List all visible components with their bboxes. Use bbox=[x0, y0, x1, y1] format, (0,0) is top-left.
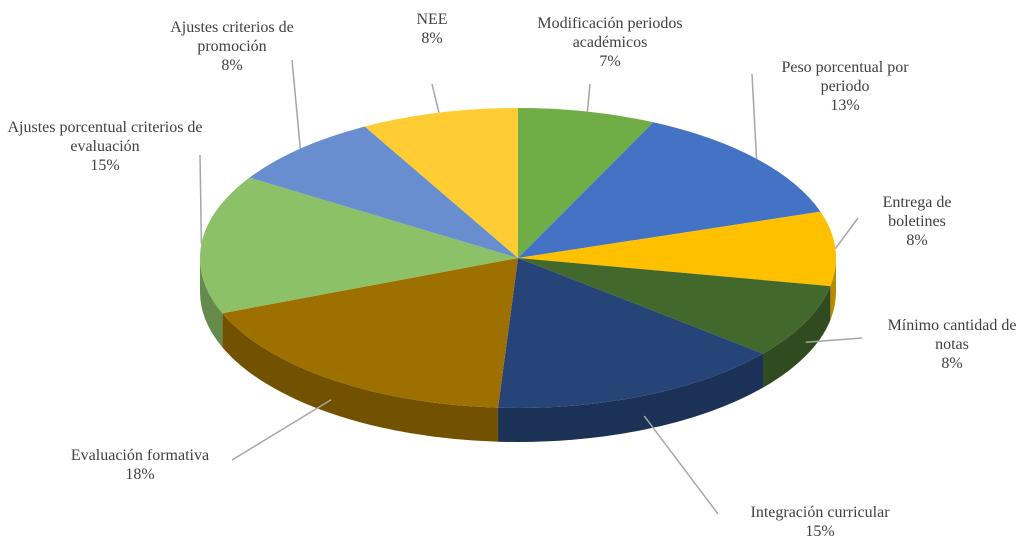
value-label: 13% bbox=[830, 97, 860, 114]
value-label: 8% bbox=[941, 355, 963, 372]
data-label: Entrega de boletines 8% bbox=[862, 193, 972, 250]
category-name: Ajustes porcentual criterios de evaluaci… bbox=[7, 119, 203, 155]
category-name: Modificación periodos académicos bbox=[537, 15, 683, 51]
value-label: 15% bbox=[90, 157, 120, 174]
value-label: 7% bbox=[599, 53, 621, 70]
category-name: Integración curricular bbox=[750, 504, 890, 521]
value-label: 8% bbox=[906, 232, 928, 249]
slice-side bbox=[498, 353, 764, 442]
leader-line bbox=[291, 59, 302, 149]
leader-line bbox=[834, 217, 859, 250]
slice bbox=[518, 211, 836, 287]
slice bbox=[364, 108, 518, 258]
slice bbox=[199, 177, 518, 314]
leader-line bbox=[231, 399, 332, 461]
leader-line bbox=[805, 337, 863, 344]
category-name: NEE bbox=[416, 11, 448, 28]
leader-line bbox=[199, 154, 203, 244]
slice bbox=[518, 122, 821, 258]
value-label: 8% bbox=[221, 57, 243, 74]
slice bbox=[498, 258, 764, 408]
value-label: 15% bbox=[805, 523, 835, 540]
category-name: Evaluación formativa bbox=[70, 447, 210, 464]
value-label: 18% bbox=[125, 466, 155, 483]
data-label: Peso porcentual por periodo 13% bbox=[760, 58, 930, 115]
slice bbox=[518, 258, 831, 354]
data-label: Integración curricular 15% bbox=[705, 503, 935, 541]
slice bbox=[222, 258, 519, 408]
slice-side bbox=[200, 258, 223, 348]
category-name: Peso porcentual por periodo bbox=[781, 59, 909, 95]
slice-side bbox=[222, 313, 499, 442]
category-name: Entrega de boletines bbox=[882, 194, 952, 230]
data-label: Ajustes porcentual criterios de evaluaci… bbox=[0, 118, 210, 175]
value-label: 8% bbox=[421, 30, 443, 47]
category-name: Ajustes criterios de promoción bbox=[170, 19, 294, 55]
leader-line bbox=[431, 83, 440, 113]
slice-side bbox=[830, 258, 836, 321]
data-label: Ajustes criterios de promoción 8% bbox=[142, 18, 322, 75]
data-label: NEE 8% bbox=[402, 10, 462, 48]
leader-line bbox=[643, 415, 719, 515]
category-name: Mínimo cantidad de notas bbox=[887, 317, 1017, 353]
data-label: Modificación periodos académicos 7% bbox=[510, 14, 710, 71]
data-label: Mínimo cantidad de notas 8% bbox=[877, 316, 1026, 373]
data-label: Evaluación formativa 18% bbox=[35, 446, 245, 484]
slice bbox=[518, 108, 654, 258]
leader-line bbox=[751, 73, 758, 159]
leader-line bbox=[586, 83, 591, 112]
slice bbox=[249, 126, 518, 258]
slice-side bbox=[763, 286, 831, 388]
